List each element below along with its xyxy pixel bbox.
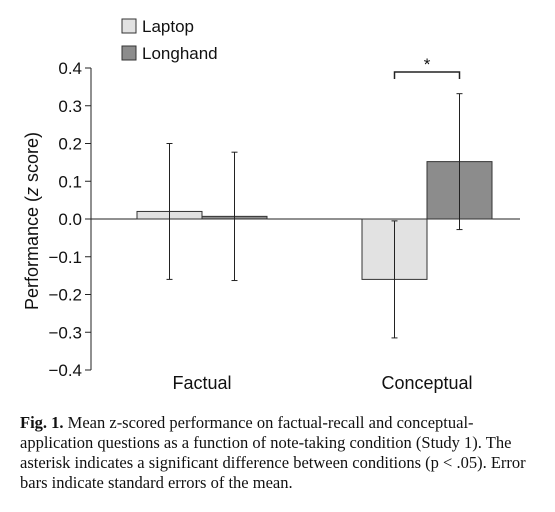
y-tick-label: −0.3: [48, 323, 82, 342]
legend-swatch-laptop: [121, 18, 137, 34]
significance-bracket: [393, 71, 461, 79]
legend-swatch-longhand: [121, 45, 137, 61]
y-tick-label: 0.4: [58, 59, 82, 78]
legend-label-laptop: Laptop: [142, 17, 194, 36]
y-axis: 0.4 0.3 0.2 0.1 0.0 −0.1 −0.2 −0.3 −0.4 Performan…: [22, 59, 520, 380]
x-axis-labels: Factual Conceptual: [172, 373, 472, 393]
y-tick-label: −0.1: [48, 248, 82, 267]
y-tick-label: 0.1: [58, 172, 82, 191]
category-label-factual: Factual: [172, 373, 231, 393]
category-label-conceptual: Conceptual: [381, 373, 472, 393]
y-tick-label: 0.0: [58, 210, 82, 229]
y-tick-label: 0.2: [58, 135, 82, 154]
legend: Laptop Longhand: [121, 17, 218, 63]
caption-text: Mean z-scored performance on factual-rec…: [20, 413, 526, 492]
bar-chart: Laptop Longhand 0.4 0.3 0.2 0.1 0.0 −0.1 −0.2 −0…: [22, 17, 520, 393]
significance-marker: *: [424, 55, 431, 74]
y-tick-label: −0.2: [48, 286, 82, 305]
bars: *: [136, 55, 493, 339]
y-axis-label: Performance (z score): [22, 132, 42, 310]
figure-caption: Fig. 1. Mean z-scored performance on fac…: [20, 413, 540, 493]
caption-fig-label: Fig. 1.: [20, 413, 64, 432]
y-tick-label: −0.4: [48, 361, 82, 380]
y-tick-label: 0.3: [58, 97, 82, 116]
legend-label-longhand: Longhand: [142, 44, 218, 63]
